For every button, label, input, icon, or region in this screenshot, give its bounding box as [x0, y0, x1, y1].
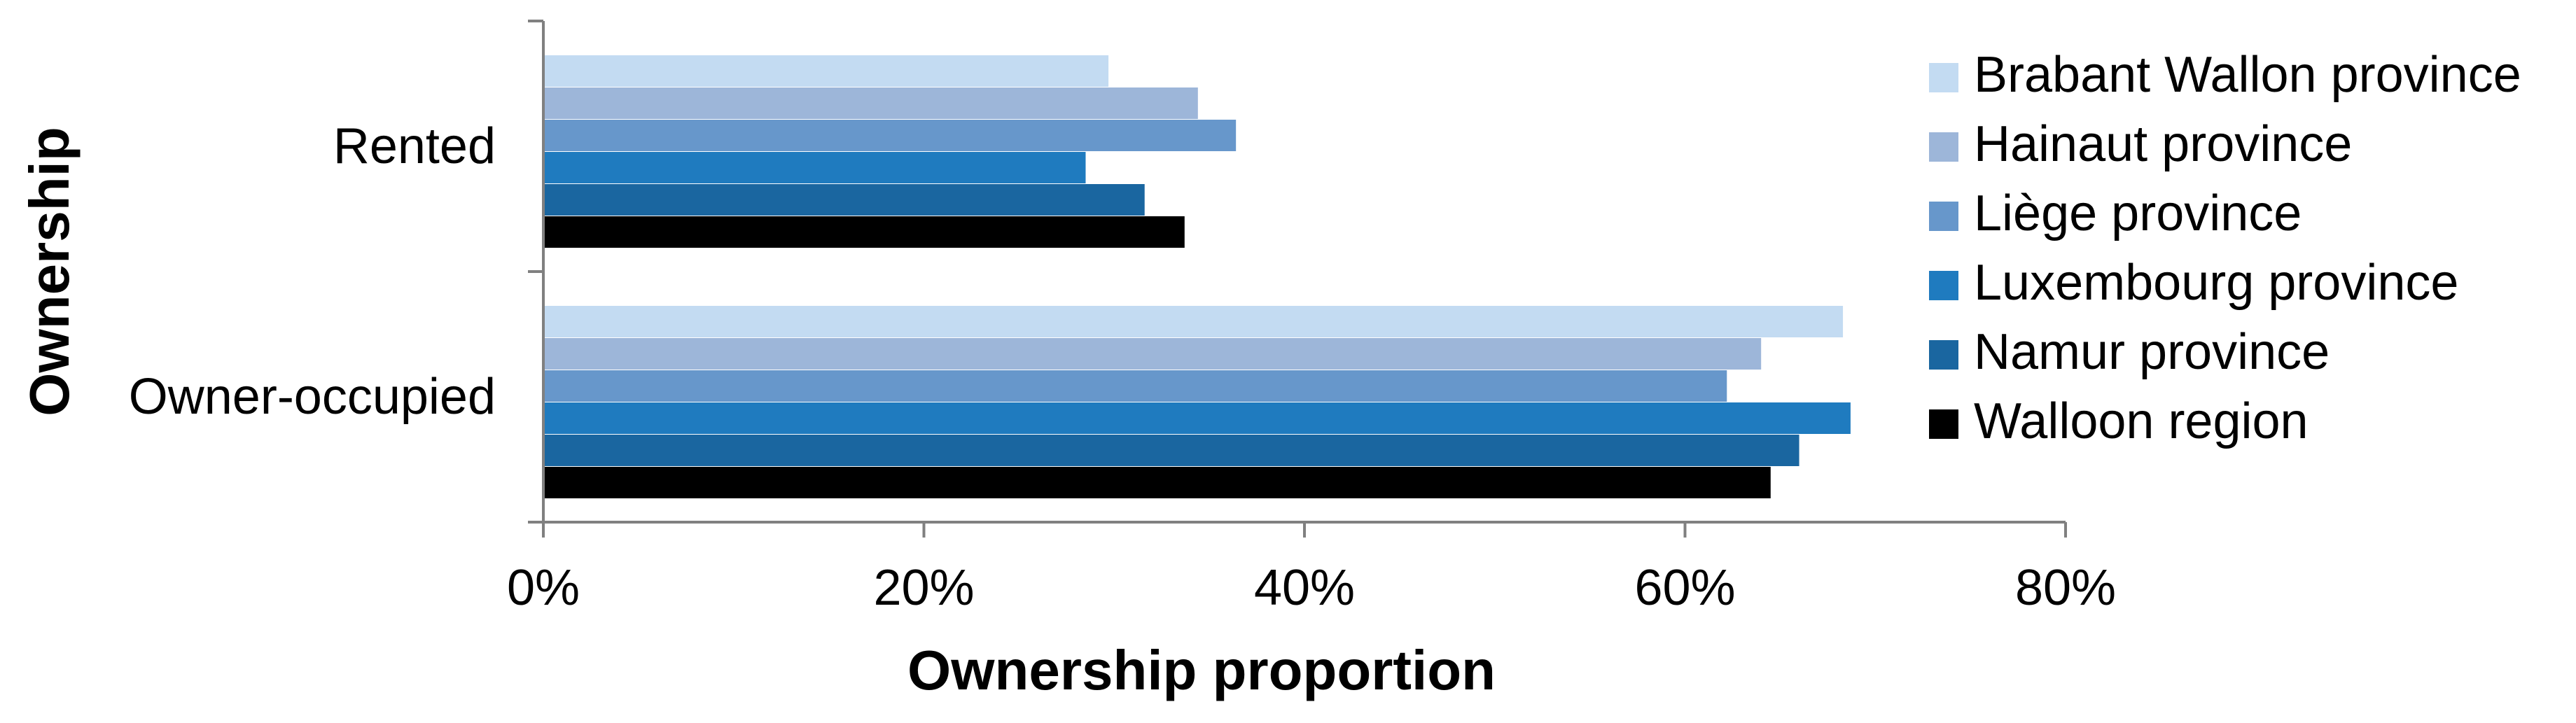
legend-label: Liège province [1974, 185, 2302, 241]
legend-label: Walloon region [1974, 393, 2309, 449]
bar-rented-5 [543, 184, 1145, 216]
legend-swatch [1929, 271, 1958, 300]
x-tick-labels: 0% 20% 40% 60% 80% [507, 560, 2116, 616]
bar-owner-occupied-5 [543, 435, 1799, 466]
x-axis-title: Ownership proportion [907, 639, 1496, 701]
bar-rented-2 [543, 87, 1198, 119]
x-tick-label: 80% [2015, 560, 2116, 616]
bars-group [543, 55, 1851, 498]
bar-owner-occupied-6 [543, 467, 1771, 498]
category-label: Rented [333, 118, 496, 174]
legend-label: Namur province [1974, 324, 2330, 380]
legend-swatch [1929, 202, 1958, 231]
x-tick-label: 20% [873, 560, 974, 616]
legend-swatch [1929, 132, 1958, 162]
legend-label: Luxembourg province [1974, 255, 2458, 311]
category-labels: Rented Owner-occupied [129, 118, 496, 425]
legend-swatch [1929, 409, 1958, 439]
legend: Brabant Wallon province Hainaut province L… [1929, 47, 2521, 449]
bar-owner-occupied-1 [543, 306, 1844, 337]
category-label: Owner-occupied [129, 369, 496, 425]
legend-label: Hainaut province [1974, 116, 2352, 172]
legend-label: Brabant Wallon province [1974, 47, 2521, 103]
legend-swatch [1929, 340, 1958, 370]
x-tick-label: 40% [1254, 560, 1355, 616]
bar-owner-occupied-4 [543, 402, 1851, 434]
bar-owner-occupied-3 [543, 370, 1727, 402]
bar-owner-occupied-2 [543, 338, 1762, 370]
bar-rented-3 [543, 120, 1237, 151]
bar-rented-4 [543, 152, 1086, 183]
axes-group [528, 20, 2067, 538]
y-axis-title: Ownership [18, 127, 81, 416]
bar-rented-6 [543, 216, 1185, 248]
legend-swatch [1929, 63, 1958, 92]
x-tick-label: 0% [507, 560, 580, 616]
bar-rented-1 [543, 55, 1109, 87]
x-tick-label: 60% [1634, 560, 1735, 616]
